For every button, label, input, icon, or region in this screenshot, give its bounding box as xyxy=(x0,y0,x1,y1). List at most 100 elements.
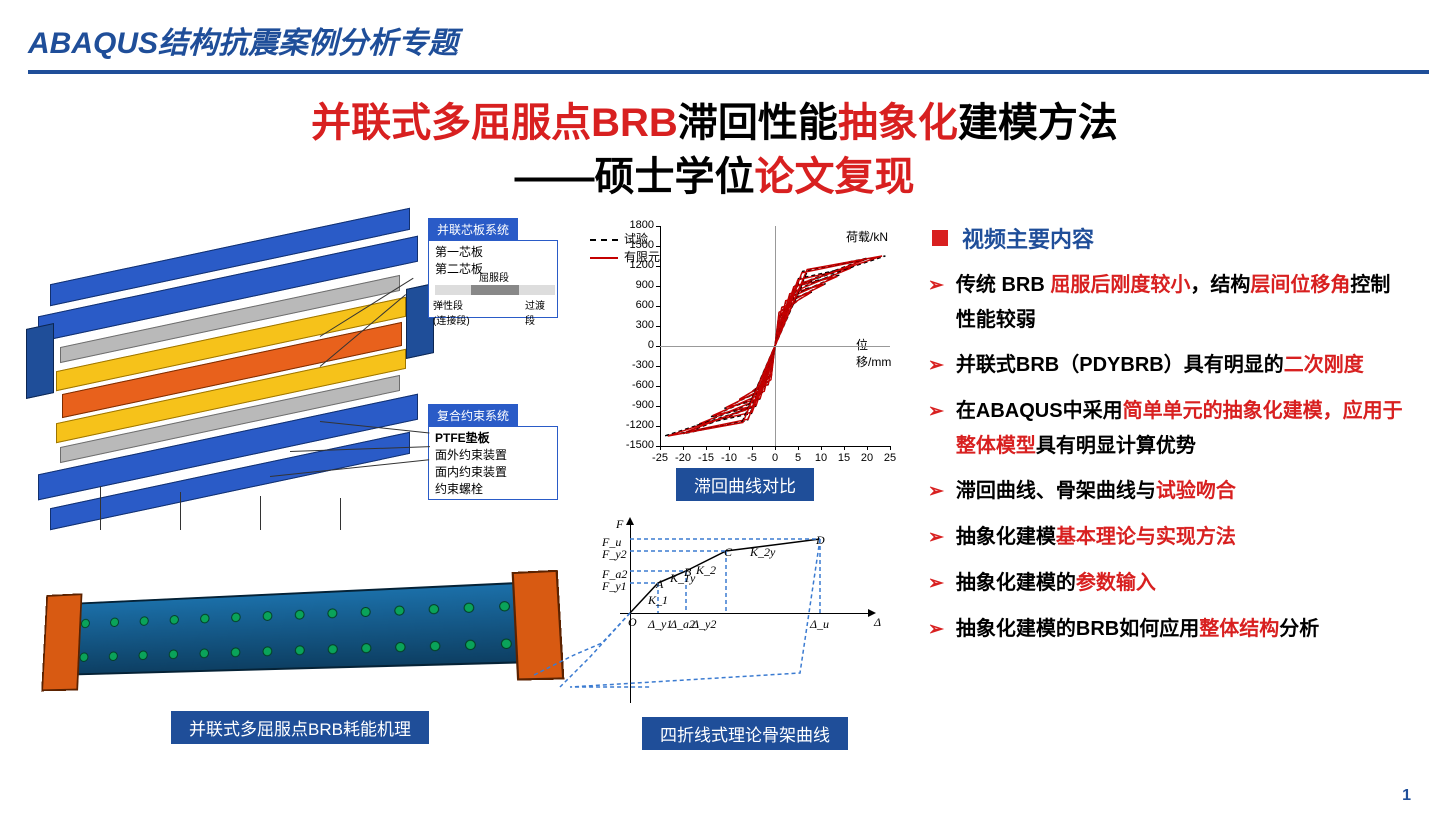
arrow-icon: ➢ xyxy=(928,394,944,430)
sys1-item-0: 第一芯板 xyxy=(435,243,551,260)
bullet-item: ➢ 滞回曲线、骨架曲线与试验吻合 xyxy=(928,474,1409,510)
ytick-label: 900 xyxy=(614,279,654,291)
bolt-icon xyxy=(199,648,209,658)
sys2-item-2: 面内约束装置 xyxy=(435,463,551,480)
page-number: 1 xyxy=(1402,787,1411,805)
xtick-label: 5 xyxy=(795,452,801,464)
figure-hysteresis: 试验 有限元 荷载/kN 位移/mm -1500-1200-900-600-30… xyxy=(590,216,900,466)
caption-hysteresis: 滞回曲线对比 xyxy=(676,468,814,501)
bolt-icon xyxy=(394,605,405,615)
xtick-label: -15 xyxy=(698,452,714,464)
arrow-icon: ➢ xyxy=(928,474,944,510)
ytick-label: -900 xyxy=(614,399,654,411)
bolt-icon xyxy=(361,643,371,653)
bullet-item: ➢ 抽象化建模的参数输入 xyxy=(928,566,1409,602)
bullet-item: ➢并联式BRB（PDYBRB）具有明显的二次刚度 xyxy=(928,348,1409,384)
bolt-icon xyxy=(200,614,210,624)
sys2-item-0: PTFE垫板 xyxy=(435,429,551,446)
bolt-icon xyxy=(169,649,178,659)
caption-assembled: 并联式多屈服点BRB耗能机理 xyxy=(171,711,429,744)
bullet-text: 滞回曲线、骨架曲线与试验吻合 xyxy=(956,474,1409,509)
bullet-text: 传统 BRB 屈服后刚度较小，结构层间位移角控制性能较弱 xyxy=(956,268,1409,338)
figure-skeleton: F Δ F_uF_y2F_a2F_y1OABCDK_1K_1yK_2K_2yΔ_… xyxy=(590,513,890,713)
arrow-icon: ➢ xyxy=(928,268,944,304)
bolt-icon xyxy=(170,615,179,625)
title-line-1: 并联式多屈服点BRB滞回性能抽象化建模方法 xyxy=(0,96,1429,150)
bolt-icon xyxy=(81,619,90,629)
ytick-label: 600 xyxy=(614,299,654,311)
title-part: 抽象化 xyxy=(838,101,958,145)
title-part: 并联式多屈服点 xyxy=(311,101,591,145)
skeleton-label: A xyxy=(656,577,663,592)
bolt-icon xyxy=(109,651,118,661)
xtick-label: -5 xyxy=(747,452,757,464)
xtick-label: -25 xyxy=(652,452,668,464)
bolt-icon xyxy=(79,652,88,662)
skeleton-label: Δ_y1 xyxy=(648,617,672,632)
caption-skeleton: 四折线式理论骨架曲线 xyxy=(642,717,848,750)
bolt-icon xyxy=(110,617,119,627)
title-part: 建模方法 xyxy=(958,101,1118,145)
bullet-item: ➢ 在ABAQUS中采用简单单元的抽象化建模，应用于整体模型具有明显计算优势 xyxy=(928,394,1409,464)
xtick-label: 25 xyxy=(884,452,896,464)
skeleton-label: O xyxy=(628,615,637,630)
xtick-label: -10 xyxy=(721,452,737,464)
exploded-sys1-box: 第一芯板 第二芯板 屈服段 弹性段 (连接段) 过渡段 xyxy=(428,240,558,318)
arrow-icon: ➢ xyxy=(928,566,944,602)
bolt-icon xyxy=(231,612,241,622)
bolt-icon xyxy=(463,602,474,613)
section-title: 视频主要内容 xyxy=(962,222,1094,254)
bolt-icon xyxy=(499,601,510,612)
bolt-icon xyxy=(328,644,338,654)
header-title: ABAQUS结构抗震案例分析专题 xyxy=(28,18,1429,62)
figure-assembled-brb xyxy=(30,552,550,707)
skeleton-label: K_1y xyxy=(670,571,695,586)
exploded-sys1-title: 并联芯板系统 xyxy=(428,218,518,241)
skeleton-label: D xyxy=(816,533,825,548)
hysteresis-y-title: 荷载/kN xyxy=(846,228,888,245)
seg-yield: 屈服段 xyxy=(479,269,509,284)
ytick-label: 0 xyxy=(614,339,654,351)
skeleton-label: K_1 xyxy=(648,593,668,608)
sk-yaxis: F xyxy=(616,517,623,532)
skeleton-label: Δ_y2 xyxy=(692,617,716,632)
bullet-text: 抽象化建模的参数输入 xyxy=(956,566,1409,601)
ytick-label: -600 xyxy=(614,379,654,391)
bolt-icon xyxy=(395,642,406,653)
bullet-item: ➢ 传统 BRB 屈服后刚度较小，结构层间位移角控制性能较弱 xyxy=(928,268,1409,338)
bullet-text: 抽象化建模基本理论与实现方法 xyxy=(956,520,1409,555)
section-head: 视频主要内容 xyxy=(928,222,1409,254)
middle-column: 试验 有限元 荷载/kN 位移/mm -1500-1200-900-600-30… xyxy=(580,216,910,750)
xtick-label: 10 xyxy=(815,452,827,464)
xtick-label: 15 xyxy=(838,452,850,464)
ytick-label: -300 xyxy=(614,359,654,371)
ytick-label: 1800 xyxy=(614,219,654,231)
title-part: 滞回性能 xyxy=(678,101,838,145)
sys2-item-3: 约束螺栓 xyxy=(435,480,551,497)
title-part: ——硕士学位 xyxy=(515,155,755,199)
left-column: 并联芯板系统 第一芯板 第二芯板 屈服段 弹性段 (连接段) 过渡段 复合约束系… xyxy=(20,216,580,750)
bullet-item: ➢ 抽象化建模基本理论与实现方法 xyxy=(928,520,1409,556)
ytick-label: 1200 xyxy=(614,259,654,271)
bolt-icon xyxy=(295,645,305,655)
main-title: 并联式多屈服点BRB滞回性能抽象化建模方法 ——硕士学位论文复现 xyxy=(0,96,1429,204)
bolt-icon xyxy=(465,640,476,651)
arrow-icon: ➢ xyxy=(928,348,944,384)
ytick-label: -1500 xyxy=(614,439,654,451)
bolt-icon xyxy=(263,646,273,656)
assembled-beam xyxy=(58,581,543,676)
skeleton-label: K_2 xyxy=(696,563,716,578)
ytick-label: 300 xyxy=(614,319,654,331)
sys2-item-1: 面外约束装置 xyxy=(435,446,551,463)
arrow-icon: ➢ xyxy=(928,520,944,556)
right-column: 视频主要内容 ➢ 传统 BRB 屈服后刚度较小，结构层间位移角控制性能较弱 ➢并联式… xyxy=(910,216,1409,750)
bolt-icon xyxy=(231,647,241,657)
xtick-label: 20 xyxy=(861,452,873,464)
bullet-text: 在ABAQUS中采用简单单元的抽象化建模，应用于整体模型具有明显计算优势 xyxy=(956,394,1409,464)
seg-trans: 过渡段 xyxy=(525,297,551,327)
figure-exploded-brb: 并联芯板系统 第一芯板 第二芯板 屈服段 弹性段 (连接段) 过渡段 复合约束系… xyxy=(20,216,580,546)
bolt-icon xyxy=(360,607,370,617)
bolt-icon xyxy=(428,604,439,615)
slide-header: ABAQUS结构抗震案例分析专题 xyxy=(0,0,1429,74)
hysteresis-x-title: 位移/mm xyxy=(856,336,891,370)
